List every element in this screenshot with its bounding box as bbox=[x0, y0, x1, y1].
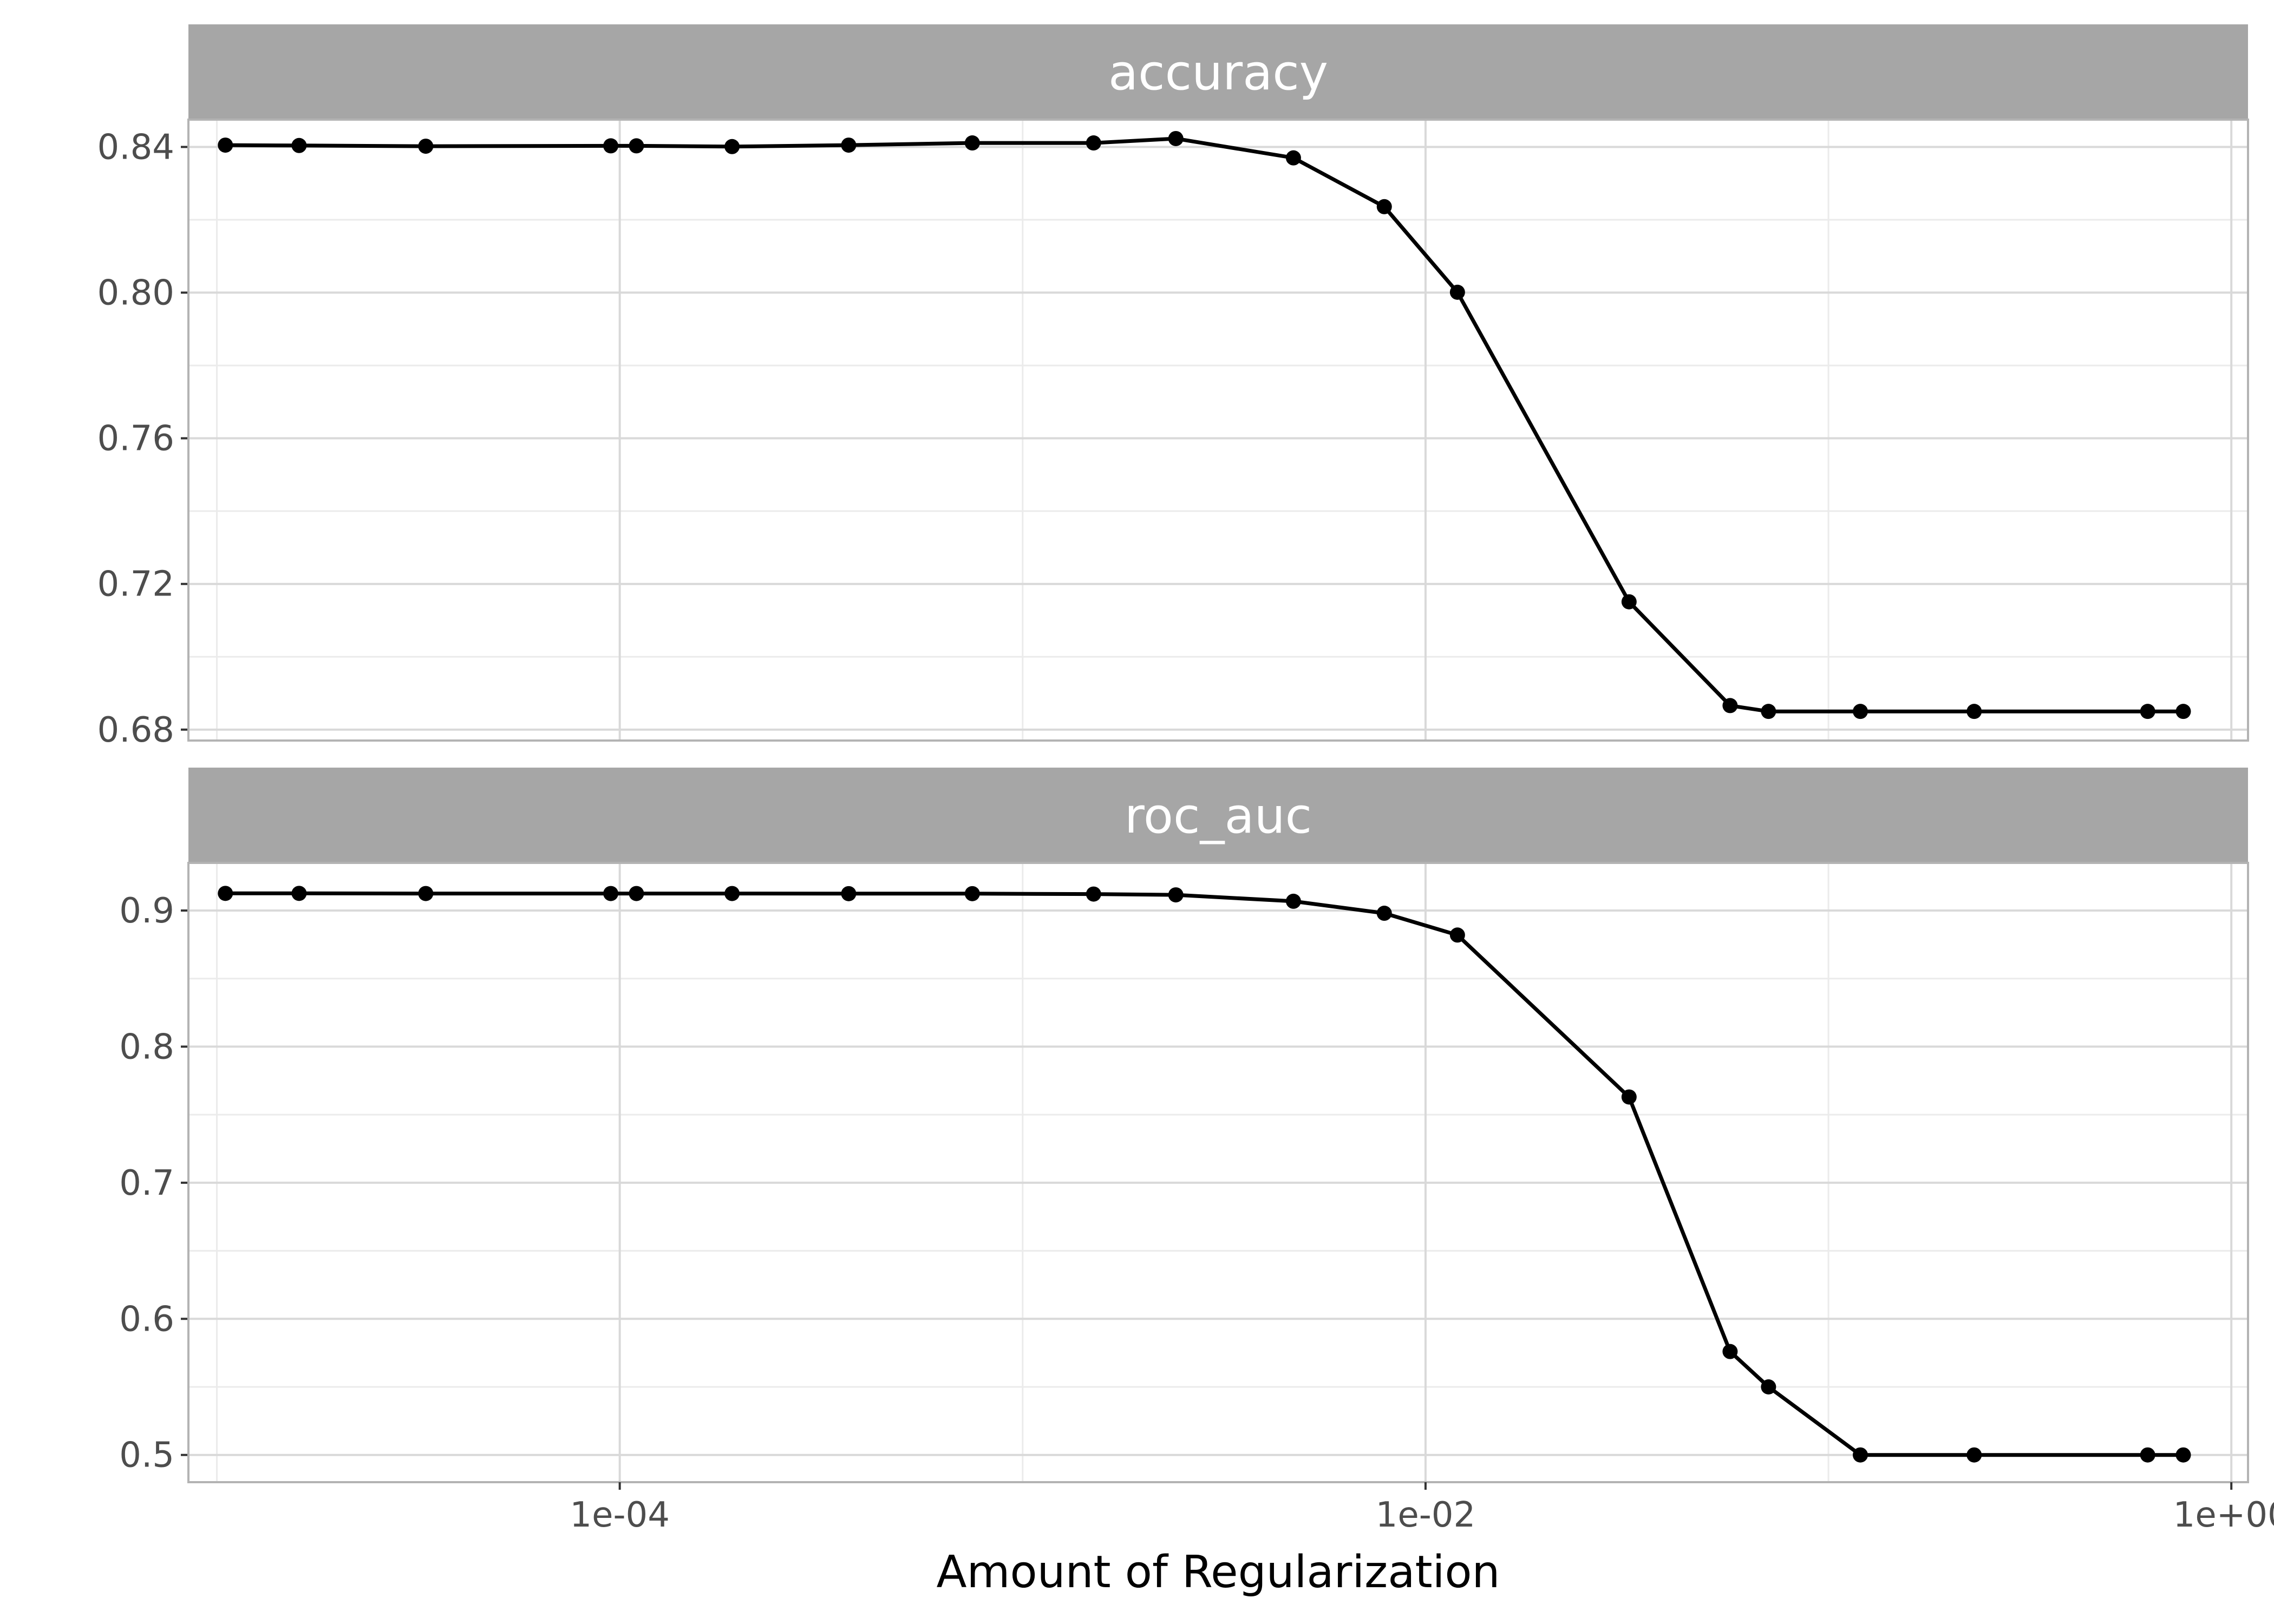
data-point bbox=[964, 135, 980, 151]
data-point bbox=[2140, 704, 2155, 719]
data-point bbox=[218, 137, 233, 153]
strip-label-roc-auc: roc_auc bbox=[1125, 788, 1312, 844]
data-point bbox=[1852, 704, 1868, 719]
panel-border bbox=[187, 862, 2249, 1483]
y-tick-label: 0.68 bbox=[97, 710, 175, 750]
y-tick-label: 0.76 bbox=[97, 419, 175, 459]
y-tick-label: 0.6 bbox=[119, 1299, 174, 1339]
data-point bbox=[1966, 704, 1982, 719]
data-point bbox=[1761, 1379, 1776, 1394]
y-tick-label: 0.9 bbox=[119, 891, 174, 931]
data-point bbox=[1966, 1447, 1982, 1463]
data-point bbox=[291, 886, 307, 901]
y-tick-label: 0.80 bbox=[97, 273, 175, 313]
strip-background bbox=[188, 768, 2248, 863]
strip-label-accuracy: accuracy bbox=[1108, 44, 1328, 101]
data-point bbox=[1722, 1344, 1738, 1359]
data-point bbox=[603, 138, 619, 154]
data-point bbox=[1852, 1447, 1868, 1463]
data-point bbox=[291, 137, 307, 153]
data-point bbox=[1621, 594, 1637, 610]
data-point bbox=[1285, 893, 1301, 909]
data-point bbox=[1449, 927, 1465, 943]
data-point bbox=[418, 139, 434, 154]
x-tick-label: 1e+00 bbox=[2173, 1495, 2274, 1535]
y-tick-label: 0.5 bbox=[119, 1436, 174, 1476]
data-point bbox=[1168, 887, 1184, 903]
data-point bbox=[1086, 886, 1101, 902]
x-tick-label: 1e-04 bbox=[570, 1495, 670, 1535]
data-point bbox=[603, 886, 619, 901]
data-point bbox=[629, 886, 644, 901]
panel-background bbox=[188, 120, 2248, 741]
data-point bbox=[218, 886, 233, 901]
data-point bbox=[1722, 698, 1738, 713]
data-point bbox=[841, 137, 857, 153]
data-point bbox=[1761, 704, 1776, 719]
data-point bbox=[2175, 1447, 2191, 1463]
panel-background bbox=[188, 863, 2248, 1482]
data-point bbox=[2175, 704, 2191, 719]
data-point bbox=[1376, 906, 1392, 921]
data-point bbox=[1285, 150, 1301, 166]
y-tick-label: 0.7 bbox=[119, 1163, 174, 1203]
data-point bbox=[1621, 1089, 1637, 1105]
x-axis: 1e-04 1e-02 1e+00 bbox=[570, 1482, 2274, 1535]
panel-border bbox=[187, 119, 2249, 742]
x-axis-title: Amount of Regularization bbox=[936, 1547, 1500, 1598]
data-point bbox=[724, 886, 740, 901]
data-point bbox=[2140, 1447, 2155, 1463]
facet-panel-accuracy: accuracy 0.68 0.72 0.76 0.80 0.84 bbox=[97, 24, 2249, 750]
y-tick-label: 0.84 bbox=[97, 127, 175, 167]
data-point bbox=[1376, 199, 1392, 214]
data-point bbox=[629, 138, 644, 154]
data-point bbox=[841, 886, 857, 901]
data-point bbox=[1168, 130, 1184, 146]
y-tick-label: 0.72 bbox=[97, 565, 175, 605]
x-tick-label: 1e-02 bbox=[1376, 1495, 1476, 1535]
data-point bbox=[964, 886, 980, 901]
data-point bbox=[418, 886, 434, 901]
strip-background bbox=[188, 24, 2248, 120]
y-tick-label: 0.8 bbox=[119, 1027, 174, 1067]
facet-panel-roc-auc: roc_auc 0.5 0.6 0.7 0.8 0.9 bbox=[119, 768, 2249, 1483]
data-point bbox=[724, 139, 740, 154]
data-point bbox=[1449, 284, 1465, 300]
data-point bbox=[1086, 135, 1101, 151]
